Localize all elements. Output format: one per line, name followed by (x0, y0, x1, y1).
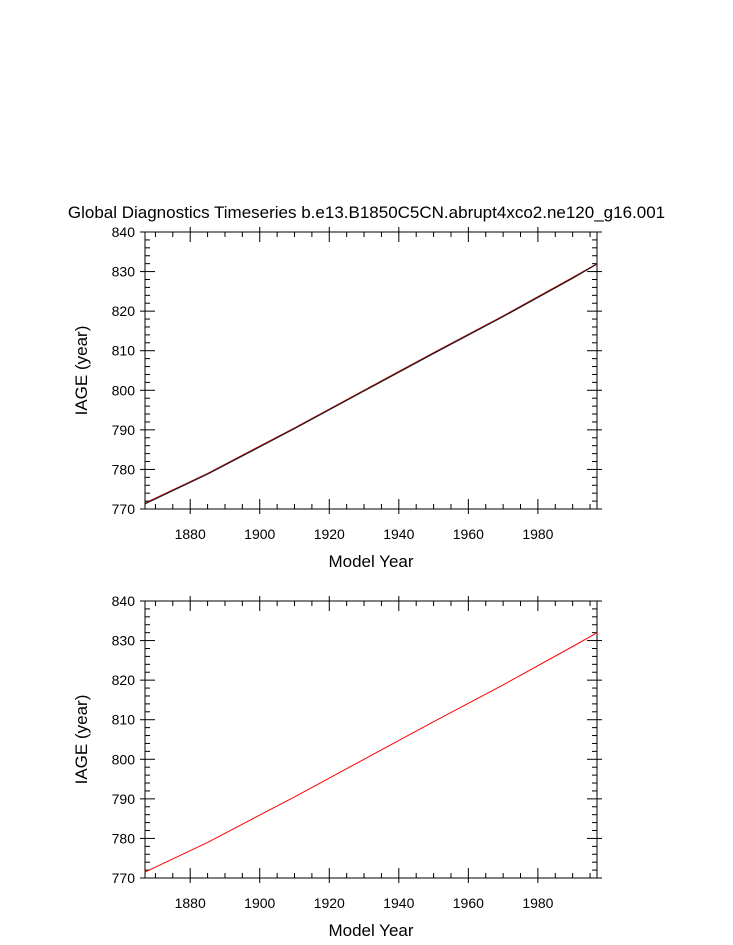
y-tick-label: 800 (112, 751, 136, 767)
y-tick-label: 780 (112, 461, 136, 477)
y-tick-label: 820 (112, 672, 136, 688)
y-tick-label: 840 (112, 593, 136, 609)
x-tick-label: 1940 (383, 895, 414, 911)
y-tick-label: 820 (112, 303, 136, 319)
y-tick-label: 840 (112, 224, 136, 240)
y-tick-label: 810 (112, 712, 136, 728)
plot-frame (144, 600, 598, 879)
series-line-2 (144, 263, 598, 505)
y-axis-label: IAGE (year) (72, 695, 91, 785)
x-tick-label: 1900 (244, 526, 275, 542)
x-axis-label: Model Year (328, 552, 413, 571)
x-tick-label: 1900 (244, 895, 275, 911)
series-line-1 (144, 263, 598, 504)
y-tick-label: 770 (112, 870, 136, 886)
x-tick-label: 1980 (522, 895, 553, 911)
chart-1: 770 780 790 800 810 820 830 840 1880 1900 1920 1940… (72, 224, 602, 571)
chart-2: 770 780 790 800 810 820 830 840 1880 1900 1920 1940… (72, 593, 602, 940)
x-tick-label: 1880 (175, 895, 206, 911)
plot-frame (144, 231, 598, 510)
y-tick-label: 830 (112, 264, 136, 280)
x-tick-label: 1960 (453, 895, 484, 911)
y-tick-label: 780 (112, 830, 136, 846)
x-axis-label: Model Year (328, 921, 413, 940)
y-tick-label: 790 (112, 791, 136, 807)
x-tick-label: 1940 (383, 526, 414, 542)
y-tick-label: 830 (112, 633, 136, 649)
y-tick-label: 810 (112, 343, 136, 359)
page-title: Global Diagnostics Timeseries b.e13.B185… (67, 203, 666, 222)
x-tick-label: 1880 (175, 526, 206, 542)
series-line-1 (144, 632, 598, 873)
y-tick-label: 800 (112, 382, 136, 398)
y-tick-label: 770 (112, 501, 136, 517)
y-tick-label: 790 (112, 422, 136, 438)
x-tick-label: 1920 (314, 526, 345, 542)
x-tick-label: 1920 (314, 895, 345, 911)
x-tick-label: 1980 (522, 526, 553, 542)
y-axis-label: IAGE (year) (72, 326, 91, 416)
x-tick-label: 1960 (453, 526, 484, 542)
